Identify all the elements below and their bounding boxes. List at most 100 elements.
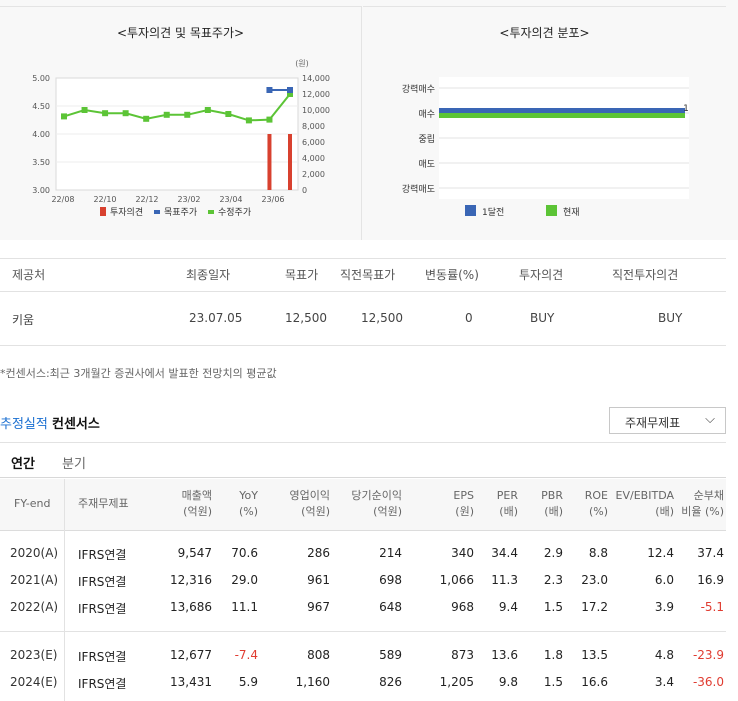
cell-evebitda: 3.4 [654,675,674,689]
prev-opinion: BUY [658,311,683,325]
header-prev-opinion: 직전투자의견 [612,268,679,282]
left-legend: 투자의견 목표주가 수정주가 [100,206,251,218]
cell-evebitda: 6.0 [654,573,674,587]
cell-yoy: 70.6 [231,546,258,560]
header-fy-end: FY-end [14,497,51,510]
cell-revenue: 13,686 [170,600,212,614]
right-y-tick-label: 14,000 [302,74,330,83]
x-tick-label: 22/12 [135,195,158,204]
cell-netdebt: -23.9 [692,648,724,662]
line-point [266,87,273,93]
adjusted-price-line [63,93,291,122]
header-ev-ebitda: EV/EBITDA (배) [615,489,674,518]
tab-quarterly[interactable]: 분기 [62,457,86,472]
opinion-bar [267,134,272,190]
cell-fy: 2020(A) [10,546,59,560]
right-y-tick-label: 8,000 [302,122,325,131]
category-label: 강력매도 [402,183,435,195]
cell-ni: 589 [379,648,402,662]
opinion-distribution-title: <투자의견 분포> [499,26,590,40]
line-point [266,116,273,123]
legend-label-current: 현재 [563,207,580,218]
cell-roe: 23.0 [581,573,608,587]
distribution-bar [439,108,685,113]
table-row: 2021(A) IFRS연결 12,316 29.0 961 698 1,066 11.3 2.… [0,567,726,593]
cell-fy: 2024(E) [10,675,58,689]
x-tick-label: 23/02 [177,195,200,204]
chevron-down-icon: ⌵ [705,412,715,427]
header-net-debt-ratio: 순부채 비율 (%) [681,489,724,518]
left-y-tick-label: 3.00 [32,186,50,195]
x-tick-label: 23/04 [219,195,242,204]
header-revenue: 매출액 (억원) [181,489,212,518]
actual-estimate-separator [0,631,726,632]
header-opinion: 투자의견 [519,268,564,282]
fy-column-divider [64,479,65,701]
left-y-tick-label: 4.00 [32,130,50,139]
category-label: 강력매수 [402,83,435,95]
cell-revenue: 9,547 [177,546,212,560]
line-point [143,115,150,122]
header-prev-target: 직전목표가 [340,268,396,282]
cell-std: IFRS연결 [78,650,127,664]
header-operating-profit: 영업이익 (억원) [289,489,330,518]
line-point [102,110,109,117]
opinion-target-price-title: <투자의견 및 목표주가> [116,26,245,40]
right-y-tick-label: 6,000 [302,138,325,147]
cell-netdebt: 16.9 [697,573,724,587]
line-point [122,110,129,117]
estimate-title-blue: 추정실적 [0,417,48,432]
header-target: 목표가 [285,268,319,282]
header-change-rate: 변동률(%) [425,268,479,282]
legend-swatch-price [208,210,214,214]
cell-evebitda: 12.4 [647,546,674,560]
legend-swatch-current [546,205,557,216]
cell-std: IFRS연결 [78,575,127,589]
change-rate: 0 [465,311,473,325]
cell-pbr: 1.5 [543,675,563,689]
x-tick-label: 22/10 [93,195,116,204]
cell-per: 9.4 [498,600,518,614]
legend-swatch-opinion [100,207,106,216]
legend-label-opinion: 투자의견 [110,206,143,218]
x-tick-label: 23/06 [261,195,284,204]
cell-op: 286 [307,546,330,560]
cell-op: 961 [307,573,330,587]
legend-label-month-ago: 1달전 [482,206,504,218]
line-point [81,107,88,113]
right-legend: 1달전 현재 [465,205,580,218]
header-net-income: 당기순이익 (억원) [351,489,402,518]
cell-evebitda: 4.8 [654,648,674,662]
statement-type-select[interactable]: 주재무제표 ⌵ [609,407,726,434]
cell-ni: 826 [379,675,402,689]
bar-value-label: 1 [683,104,689,114]
right-axis-unit: (원) [295,59,309,68]
cell-op: 967 [307,600,330,614]
consensus-top-line [0,258,726,259]
estimate-section-title: 추정실적 컨센서스 [0,413,100,432]
consensus-bottom-line [0,345,726,346]
legend-label-target: 목표주가 [164,207,197,218]
header-yoy: YoY (%) [238,489,258,518]
cell-per: 9.8 [498,675,518,689]
cell-fy: 2021(A) [10,573,59,587]
cell-roe: 13.5 [581,648,608,662]
right-y-tick-label: 10,000 [302,106,330,115]
cell-op: 808 [307,648,330,662]
cell-revenue: 13,431 [170,675,212,689]
tab-annual[interactable]: 연간 [9,453,37,482]
header-provider: 제공처 [12,268,46,282]
cell-yoy: 11.1 [231,600,258,614]
opinion-bar [288,134,292,190]
left-y-tick-label: 4.50 [32,102,50,111]
cell-std: IFRS연결 [78,602,127,616]
line-point [163,111,170,118]
cell-std: IFRS연결 [78,677,127,691]
x-tick-label: 22/08 [51,195,74,204]
cell-per: 11.3 [491,573,518,587]
legend-label-price: 수정주가 [218,207,251,218]
period-tabs: 연간 분기 [0,442,726,482]
line-point [287,91,293,97]
cell-eps: 1,205 [439,675,474,689]
